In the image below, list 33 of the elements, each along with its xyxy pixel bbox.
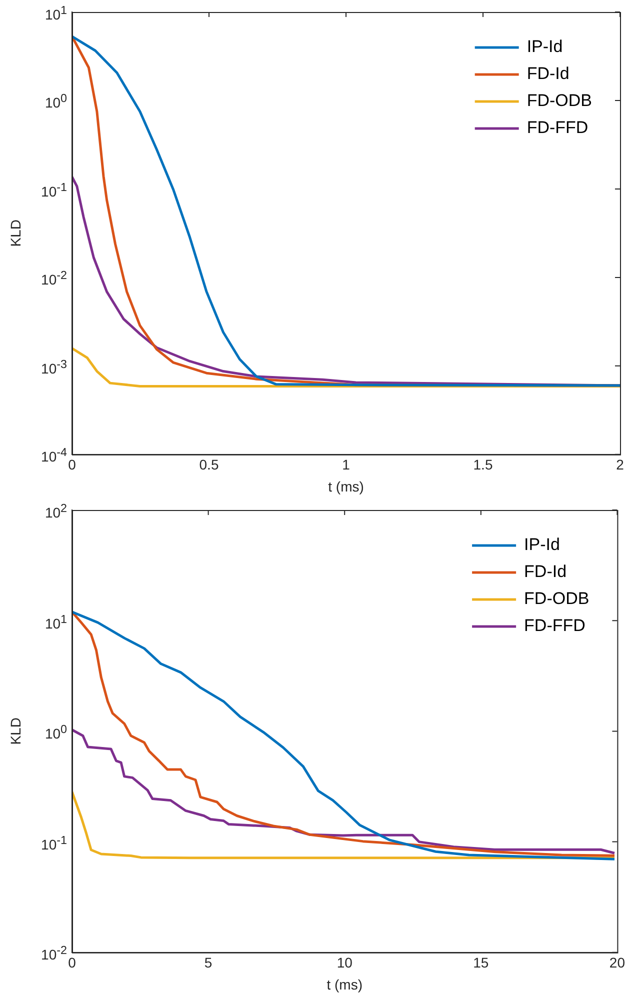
x-tick-label: 10 [336, 954, 353, 971]
y-tick-label: 10$^{-1}$ [41, 832, 67, 852]
legend-label: FD-Id [524, 562, 567, 582]
x-tick-label: 0 [68, 456, 76, 473]
x-axis-title: t (ms) [326, 976, 362, 992]
legend-label: FD-FFD [526, 118, 588, 138]
x-tick-label: 1.5 [473, 456, 493, 473]
legend-label: FD-ODB [524, 589, 590, 608]
y-tick-label: 10$^{-4}$ [41, 445, 67, 466]
legend-label: IP-Id [526, 37, 563, 56]
legend-label: FD-FFD [524, 616, 586, 636]
y-tick-label: 10$^{-2}$ [41, 268, 67, 288]
x-tick-label: 5 [204, 954, 212, 971]
legend-label: FD-Id [526, 64, 570, 84]
x-axis-title: t (ms) [328, 478, 364, 494]
legend-label: FD-ODB [526, 91, 592, 110]
y-tick-label: 10$^{2}$ [44, 501, 67, 521]
y-tick-label: 10$^{-1}$ [41, 180, 67, 200]
x-tick-label: 0 [68, 954, 76, 971]
y-tick-label: 10$^{0}$ [44, 91, 67, 112]
y-tick-label: 10$^{1}$ [44, 612, 67, 632]
x-tick-label: 0.5 [199, 456, 219, 473]
legend-label: IP-Id [524, 535, 560, 554]
y-axis-title: KLD [7, 220, 24, 247]
x-tick-label: 20 [609, 954, 626, 971]
y-tick-label: 10$^{-3}$ [41, 356, 67, 377]
y-tick-label: 10$^{-2}$ [41, 943, 67, 964]
x-tick-label: 15 [473, 954, 489, 971]
y-tick-label: 10$^{0}$ [44, 722, 67, 742]
x-tick-label: 1 [342, 456, 350, 473]
y-tick-label: 10$^{1}$ [44, 3, 67, 23]
x-tick-label: 2 [616, 456, 624, 473]
y-axis-title: KLD [7, 718, 24, 745]
